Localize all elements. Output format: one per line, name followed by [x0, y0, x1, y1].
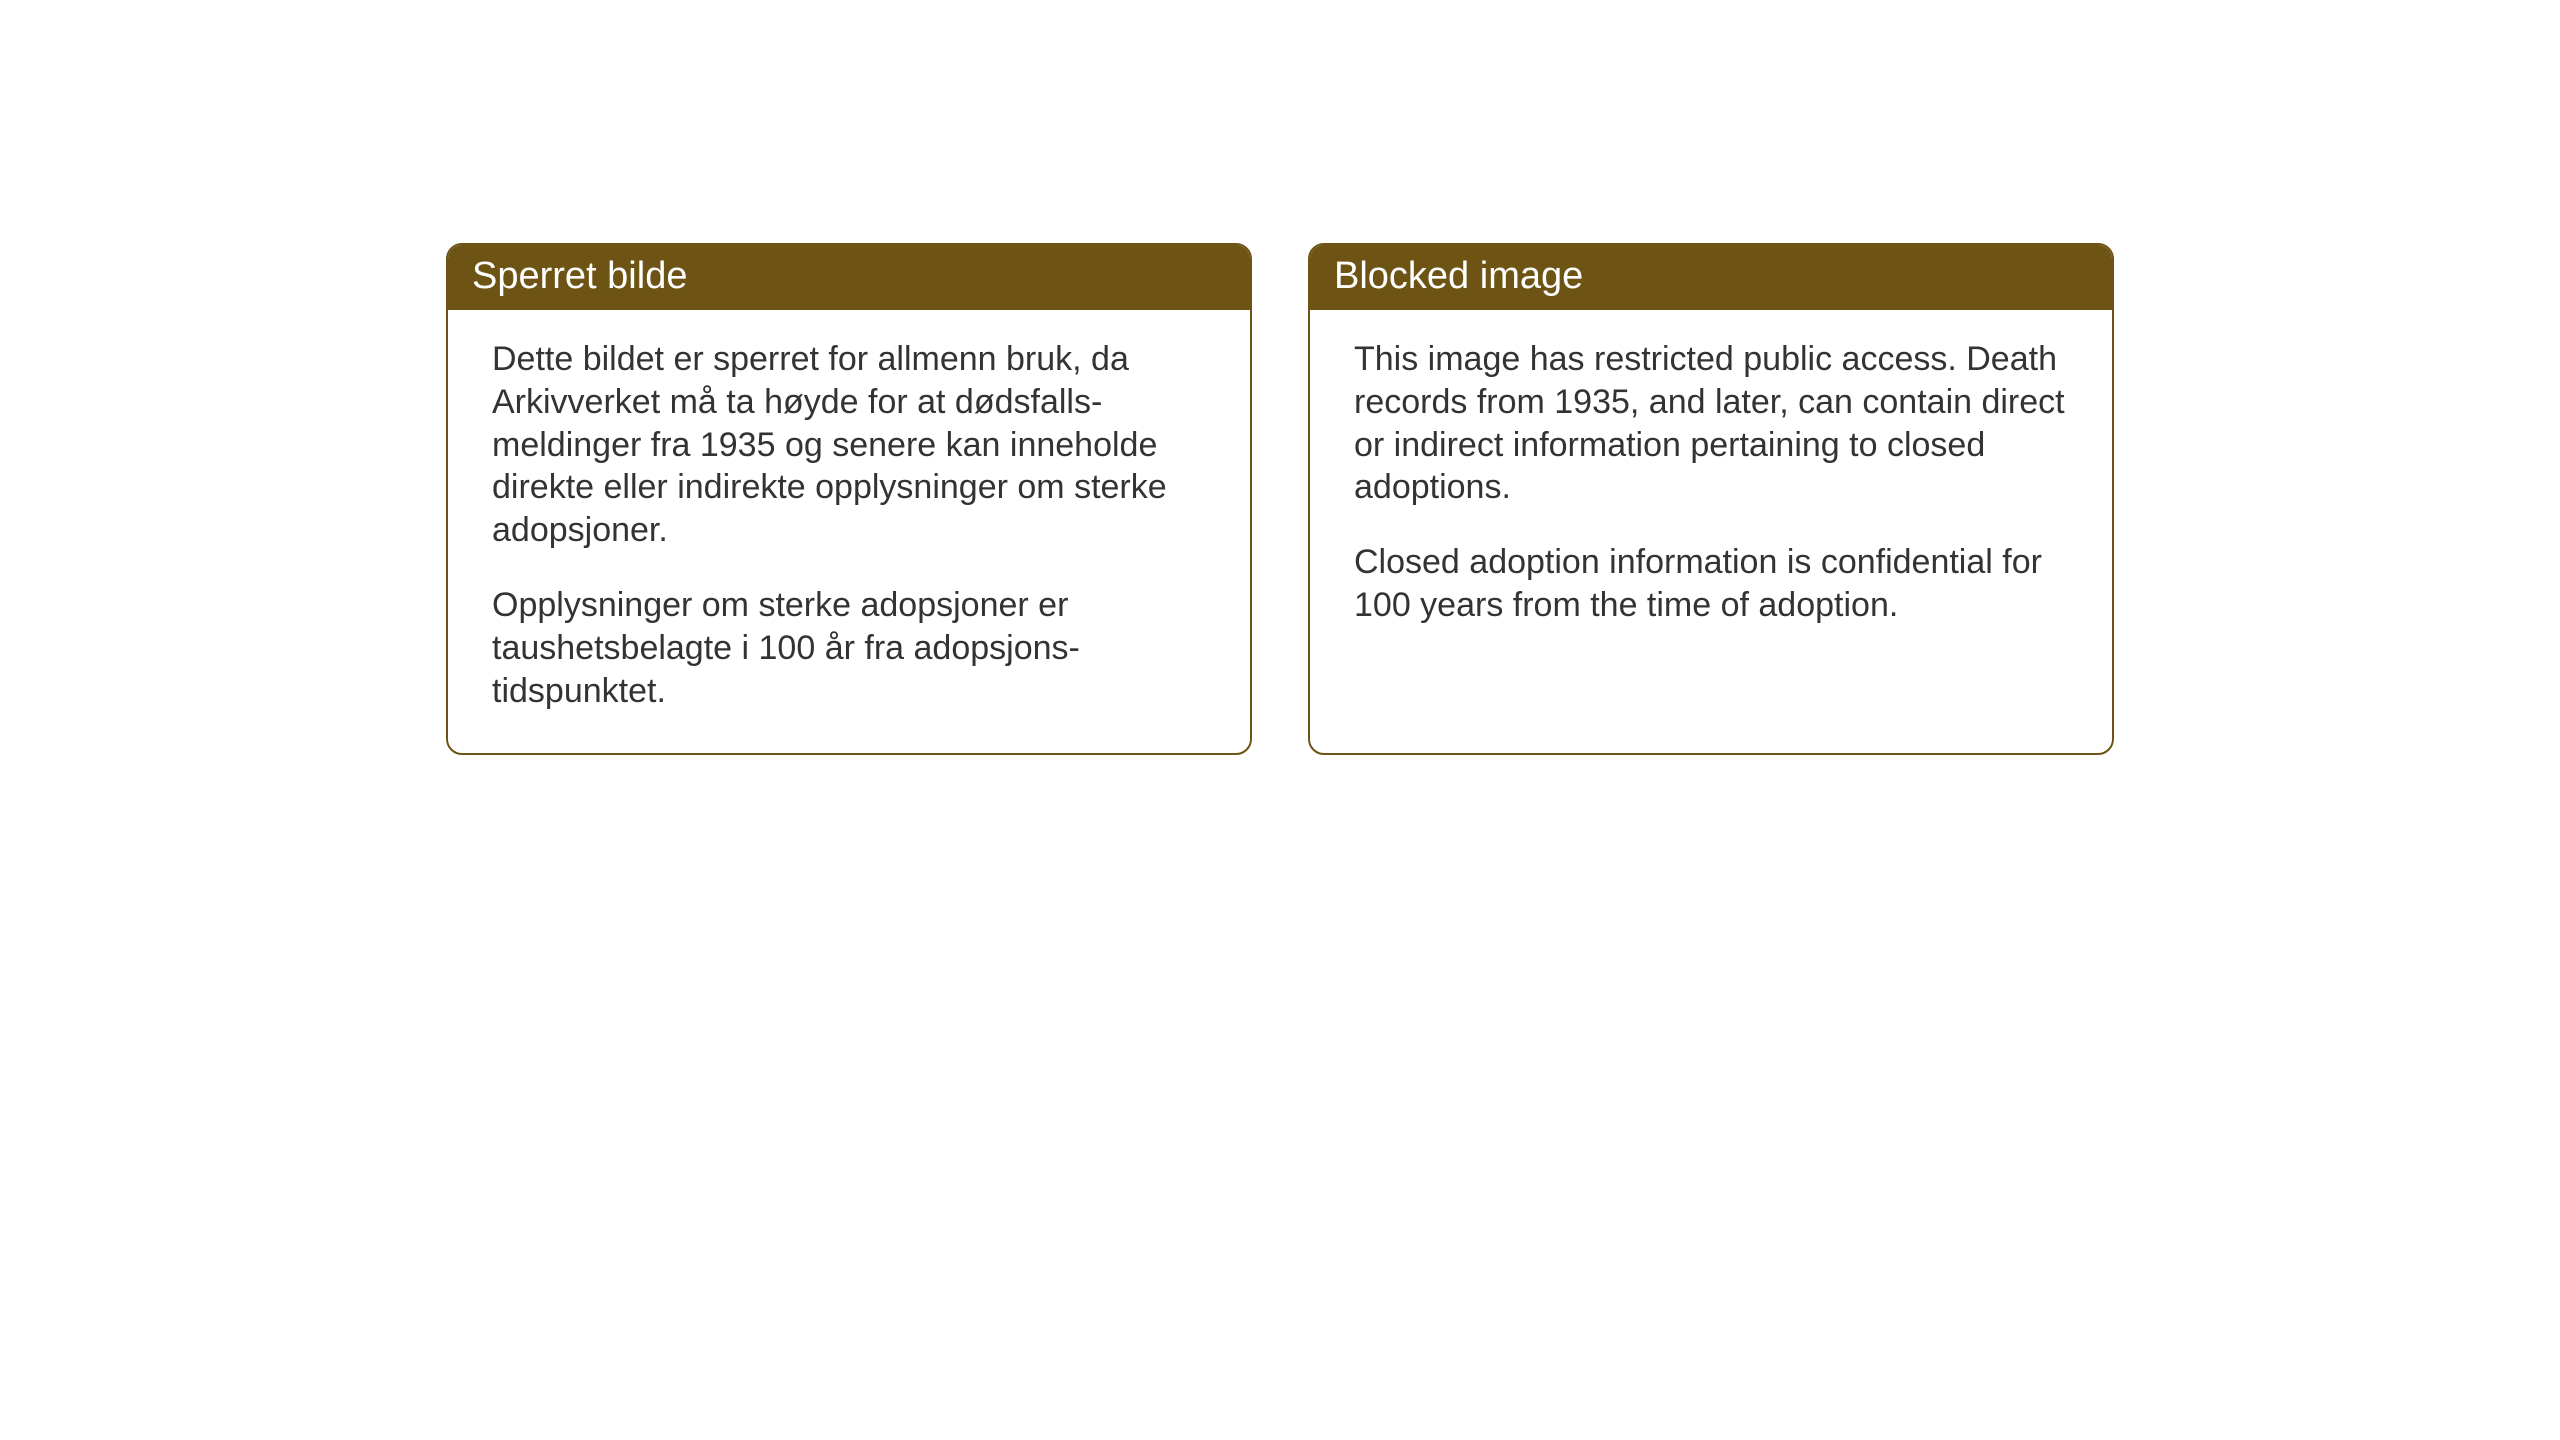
notice-paragraph-1-norwegian: Dette bildet er sperret for allmenn bruk… — [492, 338, 1206, 552]
notice-header-norwegian: Sperret bilde — [448, 245, 1250, 310]
notice-paragraph-2-english: Closed adoption information is confident… — [1354, 541, 2068, 627]
notice-container: Sperret bilde Dette bildet er sperret fo… — [446, 243, 2114, 755]
notice-body-norwegian: Dette bildet er sperret for allmenn bruk… — [448, 310, 1250, 753]
notice-box-english: Blocked image This image has restricted … — [1308, 243, 2114, 755]
notice-header-english: Blocked image — [1310, 245, 2112, 310]
notice-body-english: This image has restricted public access.… — [1310, 310, 2112, 667]
notice-paragraph-1-english: This image has restricted public access.… — [1354, 338, 2068, 509]
notice-box-norwegian: Sperret bilde Dette bildet er sperret fo… — [446, 243, 1252, 755]
notice-paragraph-2-norwegian: Opplysninger om sterke adopsjoner er tau… — [492, 584, 1206, 712]
